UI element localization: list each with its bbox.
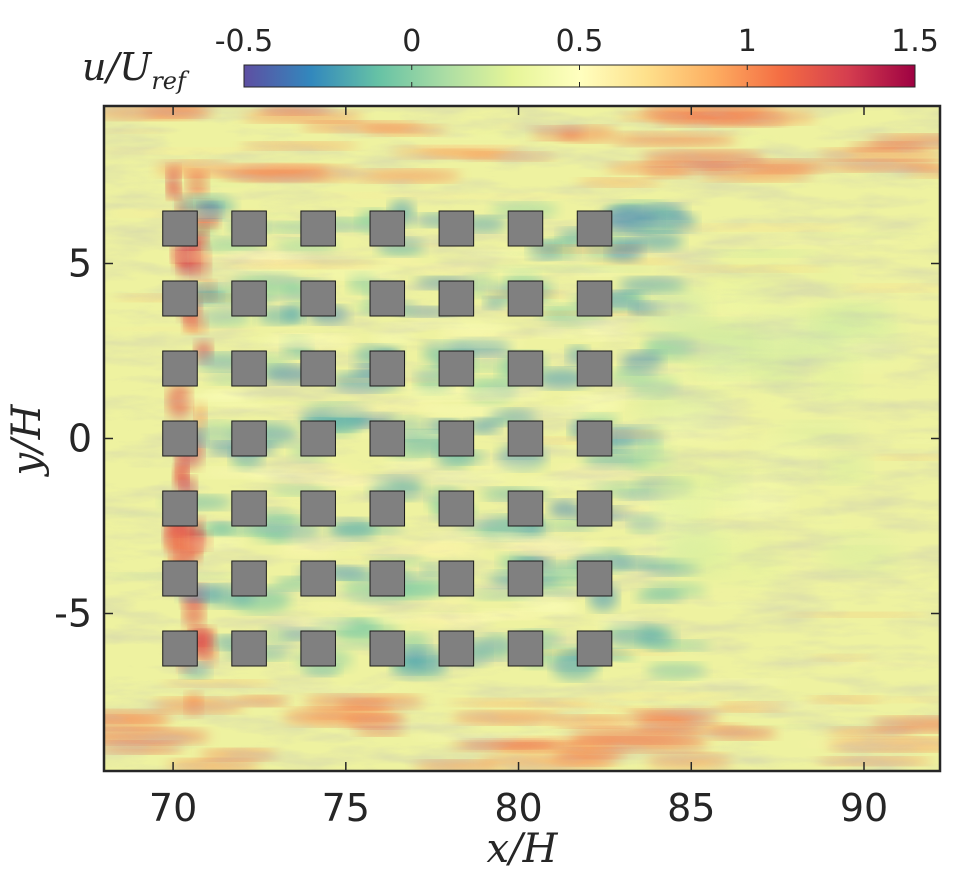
obstacle-array [162,210,613,667]
obstacle-block [369,210,406,247]
obstacle-block [576,490,613,527]
colorbar-tick-label: 1.5 [891,24,939,59]
obstacle-block [300,630,336,667]
colorbar-label-sub: ref [151,67,190,95]
x-axis: 70 75 80 85 90 [149,106,888,830]
obstacle-block [369,420,406,457]
obstacle-block [369,350,406,387]
obstacle-block [300,560,336,597]
obstacle-block [576,280,613,317]
y-tick-label: -5 [54,592,92,636]
colorbar-label: u/Uref [82,45,190,95]
obstacle-block [369,560,406,597]
colorbar-ticks: -0.5 0 0.5 1 1.5 [215,24,939,87]
plot-area [104,106,940,771]
colorbar-tick-label: -0.5 [215,24,274,59]
obstacle-block [162,560,198,597]
obstacle-block [231,350,267,387]
obstacle-block [438,490,475,527]
obstacle-block [231,210,267,247]
obstacle-block [507,560,544,597]
obstacle-block [231,490,267,527]
y-tick-label: 0 [68,417,92,461]
obstacle-block [231,630,267,667]
x-tick-label: 80 [494,786,542,830]
obstacle-block [369,490,406,527]
obstacle-block [438,560,475,597]
obstacle-block [438,280,475,317]
obstacle-block [369,280,406,317]
obstacle-block [438,350,475,387]
obstacle-block [576,560,613,597]
x-tick-label: 85 [667,786,715,830]
obstacle-block [576,630,613,667]
obstacle-block [300,490,336,527]
obstacle-block [162,420,198,457]
obstacle-block [438,420,475,457]
obstacle-block [507,490,544,527]
obstacle-block [438,210,475,247]
obstacle-block [576,350,613,387]
obstacle-block [369,630,406,667]
obstacle-block [507,630,544,667]
obstacle-block [576,210,613,247]
obstacle-block [438,630,475,667]
y-tick-label: 5 [68,242,92,286]
obstacle-block [162,280,198,317]
obstacle-block [162,490,198,527]
x-axis-label: x/H [487,826,559,872]
obstacle-block [162,350,198,387]
x-tick-label: 70 [149,786,197,830]
colorbar-tick-label: 0.5 [556,24,604,59]
obstacle-block [576,420,613,457]
colorbar: -0.5 0 0.5 1 1.5 u/Uref [82,24,939,95]
obstacle-block [231,280,267,317]
obstacle-block [231,420,267,457]
obstacle-block [300,420,336,457]
colorbar-tick-label: 0 [402,24,421,59]
obstacle-block [162,630,198,667]
obstacle-block [507,280,544,317]
x-tick-label: 75 [322,786,370,830]
obstacle-block [507,350,544,387]
obstacle-block [507,420,544,457]
obstacle-block [300,280,336,317]
colorbar-tick-label: 1 [738,24,757,59]
obstacle-block [507,210,544,247]
y-axis-label: y/H [4,403,50,477]
colorbar-label-main: u/U [82,45,153,89]
x-tick-label: 90 [840,786,888,830]
obstacle-block [300,210,336,247]
obstacle-block [231,560,267,597]
y-axis: 5 0 -5 [54,242,940,636]
obstacle-block [300,350,336,387]
obstacle-block [162,210,198,247]
